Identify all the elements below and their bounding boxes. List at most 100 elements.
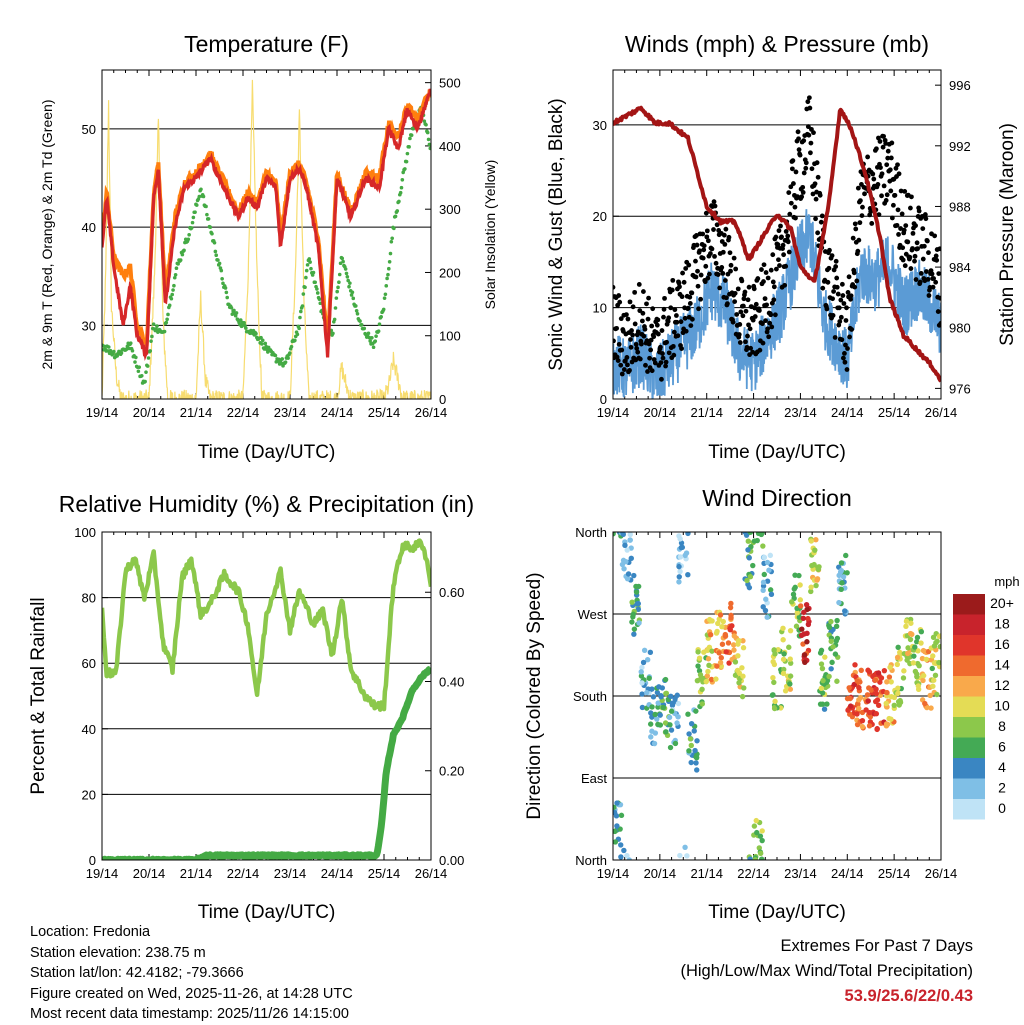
dewpoint-point: [273, 353, 278, 358]
direction-point: [697, 672, 704, 678]
direction-point: [846, 685, 852, 691]
y2-tick-label: 100: [439, 329, 461, 344]
direction-point: [800, 641, 806, 647]
direction-point: [745, 538, 752, 544]
direction-point: [704, 673, 711, 679]
gust-point: [930, 284, 936, 290]
gust-point: [701, 243, 707, 249]
direction-point: [801, 609, 807, 616]
dewpoint-point: [106, 345, 111, 349]
gust-point: [790, 158, 796, 164]
direction-point: [730, 642, 737, 648]
speed-legend: mph 20+ 18 16 14 12 10 8 6 4 2 0: [953, 574, 1020, 820]
gust-point: [771, 284, 777, 290]
gust-point: [768, 267, 774, 273]
gust-point: [655, 317, 661, 323]
dewpoint-point: [315, 287, 319, 291]
direction-point: [624, 547, 630, 553]
x-axis-label: Time (Day/UTC): [708, 442, 846, 463]
direction-point: [866, 709, 873, 716]
dewpoint-point: [393, 214, 398, 219]
dewpoint-point: [214, 253, 219, 258]
direction-point: [614, 800, 620, 806]
gust-point: [616, 341, 622, 347]
dewpoint-point: [317, 297, 322, 302]
direction-point: [780, 625, 786, 631]
direction-point: [905, 650, 911, 657]
gust-point: [746, 284, 752, 290]
y-tick-label: West: [578, 607, 608, 622]
direction-point: [796, 572, 802, 579]
dewpoint-point: [169, 296, 174, 301]
dewpoint-point: [299, 309, 303, 314]
dewpoint-point: [206, 217, 211, 221]
gust-point: [932, 233, 938, 239]
direction-point: [695, 663, 701, 669]
gust-point: [652, 360, 658, 366]
direction-point: [636, 620, 642, 626]
extremes-title: Extremes For Past 7 Days: [780, 937, 973, 955]
direction-point: [812, 547, 818, 553]
gust-point: [860, 204, 865, 210]
direction-point: [631, 631, 637, 637]
gust-point: [731, 255, 737, 261]
y-tick-label: North: [575, 525, 607, 540]
direction-point: [804, 630, 810, 637]
station-info: Location: Fredonia Station elevation: 23…: [30, 922, 353, 1025]
gust-point: [853, 226, 859, 232]
gust-point: [624, 312, 629, 317]
direction-point: [641, 647, 648, 653]
direction-point: [678, 540, 685, 546]
y2-tick-label: 200: [439, 265, 461, 280]
direction-point: [763, 596, 769, 602]
direction-point: [794, 610, 801, 616]
gust-point: [646, 295, 651, 301]
direction-point: [646, 675, 652, 681]
direction-point: [630, 611, 636, 617]
gust-point: [759, 267, 764, 272]
dewpoint-point: [167, 303, 172, 308]
dewpoint-point: [332, 317, 337, 322]
dewpoint-point: [395, 209, 400, 213]
direction-point: [688, 742, 694, 749]
direction-point: [803, 601, 810, 608]
y-axis-label: Percent & Total Rainfall: [28, 597, 49, 794]
direction-point: [699, 686, 705, 693]
direction-point: [922, 700, 928, 707]
direction-point: [728, 615, 734, 621]
direction-point: [685, 532, 691, 537]
gust-point: [764, 302, 769, 308]
direction-point: [688, 759, 694, 766]
gust-point: [748, 345, 754, 351]
direction-point: [891, 702, 897, 709]
gust-point: [888, 188, 894, 194]
gust-point: [701, 247, 707, 253]
direction-point: [818, 661, 825, 667]
gust-point: [817, 192, 823, 198]
dewpoint-point: [388, 251, 393, 256]
gust-point: [624, 354, 630, 360]
gust-point: [654, 322, 660, 328]
dewpoint-point: [309, 266, 313, 271]
dewpoint-point: [145, 364, 150, 368]
gust-point: [627, 299, 633, 305]
dewpoint-point: [220, 276, 224, 281]
direction-point: [633, 589, 640, 595]
series-2m-temperature: [102, 88, 431, 361]
gust-point: [912, 258, 917, 264]
gust-point: [826, 265, 832, 271]
legend-label: 18: [994, 616, 1010, 632]
direction-point: [805, 621, 812, 628]
dewpoint-point: [199, 187, 203, 192]
direction-point: [624, 852, 630, 859]
direction-point: [627, 532, 633, 538]
direction-point: [768, 591, 775, 598]
dewpoint-point: [351, 296, 356, 301]
direction-point: [659, 685, 665, 691]
direction-point: [859, 717, 866, 724]
x-tick-label: 20/14: [644, 405, 677, 420]
direction-point: [834, 678, 840, 684]
gust-point: [670, 277, 676, 283]
gust-point: [644, 301, 649, 307]
direction-point: [832, 651, 839, 657]
